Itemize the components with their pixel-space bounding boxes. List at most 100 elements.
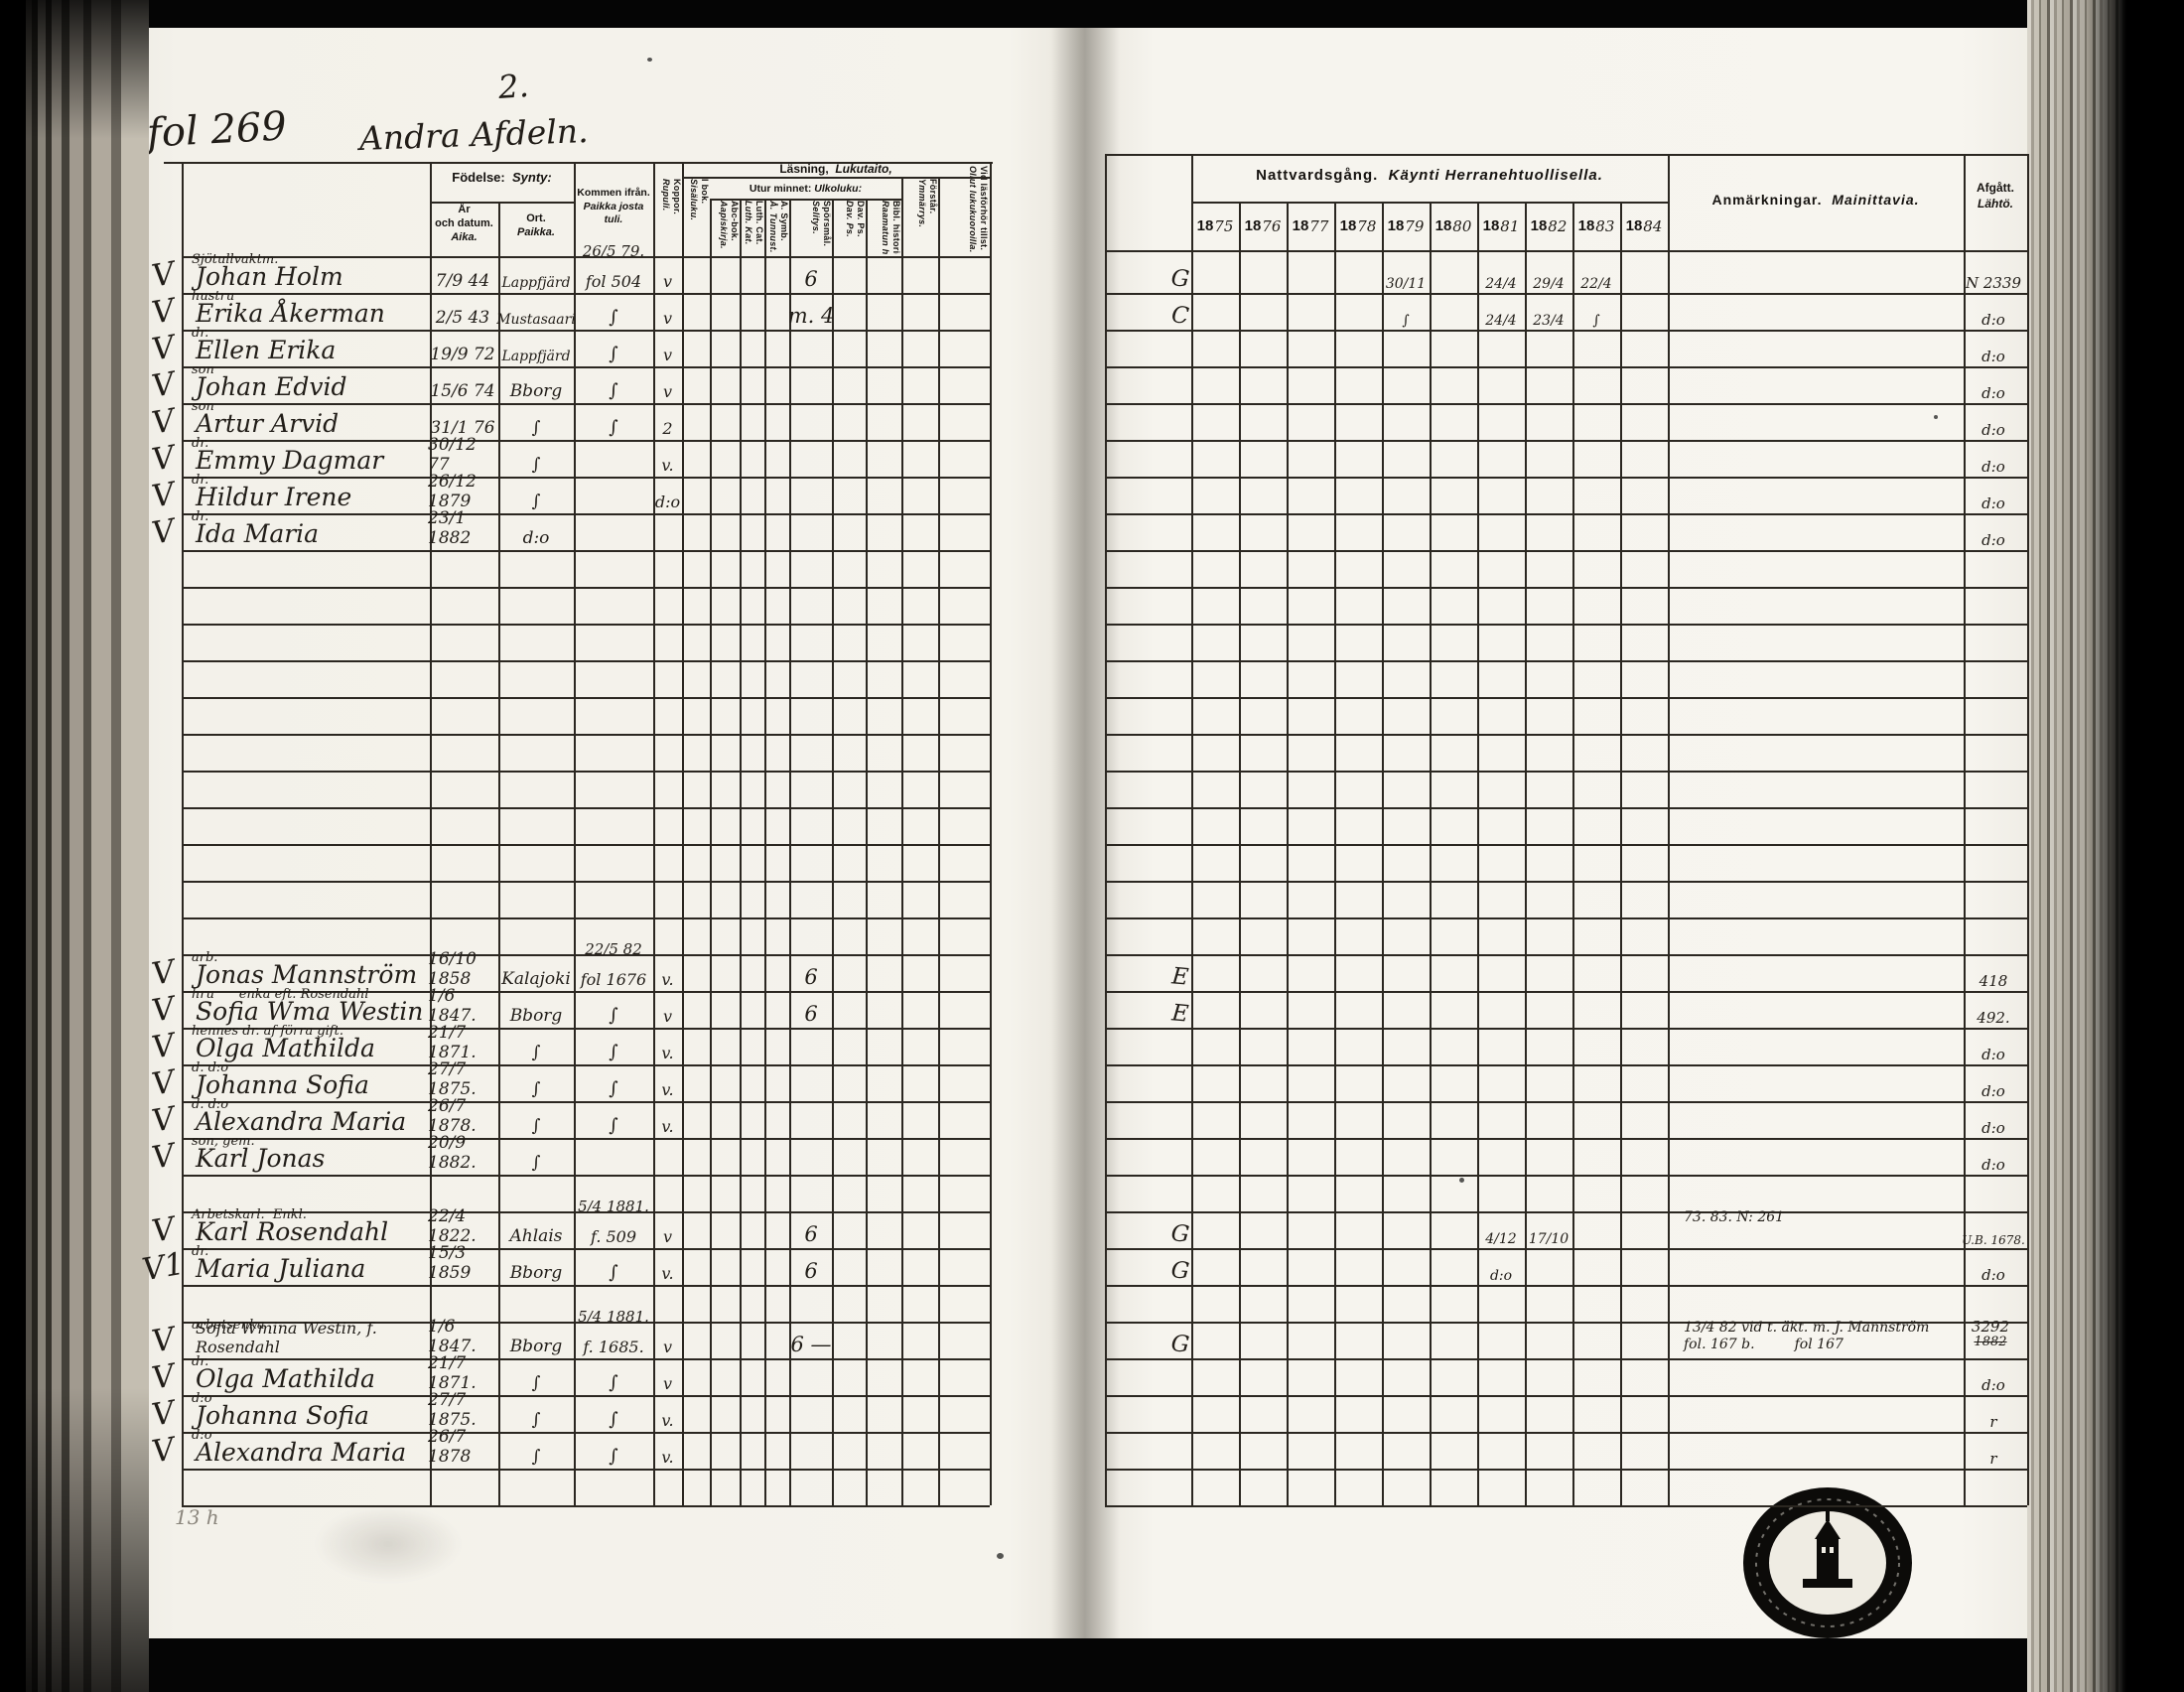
entry-vaccination-mark: v [662,1338,673,1356]
entry-remark: fol. 167 b. fol 167 [1684,1337,1843,1352]
entry-role: d. d:o [192,1060,229,1075]
col-header-symb: A. Symb. Å. Tunnust. [767,201,789,253]
entry-name: Ida Maria [196,519,320,548]
entry-afgatt: d:o [1981,421,2005,439]
entry-birthplace: Ahlais [509,1226,563,1246]
rule-line [182,330,990,332]
rule-line [1334,202,1336,1505]
rule-line [1287,202,1289,1505]
year-handwritten-suffix: 79 [1405,216,1425,235]
col-header-bibl-historie: Bibl. historie. Raamatun hist. [880,201,901,254]
year-handwritten-suffix: 78 [1357,216,1377,235]
rule-line [1105,771,2027,773]
entry-communion-date: 24/4 [1485,313,1517,329]
rule-line [182,162,184,1505]
col-header-afgatt: Afgått. Lähtö. [1977,181,2014,211]
year-column-header: 18 81 [1477,202,1525,250]
rule-line [653,162,655,1505]
year-column-header: 18 84 [1620,202,1668,250]
rule-line [2027,154,2029,1505]
rule-line [1572,202,1574,1505]
year-column-header: 18 80 [1430,202,1477,250]
entry-vaccination-mark: v. [661,1264,674,1283]
entry-role: Arbetskarl. Enkl. [192,1207,307,1222]
entry-name: Emmy Dagmar [196,446,384,475]
entry-birthplace: ∫ [531,455,541,475]
rule-line [1105,250,2027,252]
entry-birth-date: 26/7 1878. [428,1096,477,1136]
entry-came-from-ref: ∫ [609,1262,618,1283]
col-header-kommen: Kommen ifrån. Paikka josta tuli. [577,187,650,226]
year-column-header: 18 82 [1525,202,1572,250]
entry-sporsmal-mark: m. 4 [787,304,835,328]
rule-line [182,734,990,736]
entry-birthplace: d:o [522,528,550,548]
rule-line [182,1395,990,1397]
entry-vaccination-mark: v. [661,1411,674,1430]
entry-birth-date: 15/3 1859 [428,1243,472,1283]
entry-birthplace: Bborg [509,381,563,401]
entry-name: Alexandra Maria [196,1438,407,1467]
entry-came-from-ref: f. 1685. [583,1338,644,1356]
entry-name: Maria Juliana [196,1254,366,1283]
entry-birth-date: 15/6 74 [430,381,495,401]
paper-speck [1934,415,1938,419]
entry-came-from-ref: ∫ [609,1078,618,1099]
entry-afgatt: d:o [1981,348,2005,365]
entry-came-from-ref: ∫ [609,1446,618,1467]
col-header-luth-cat: Luth. Cat. Luth. Kat. [743,201,764,245]
entry-name: Erika Åkerman [196,299,385,328]
entry-gutter-mark: G [1169,1257,1191,1285]
entry-name: Olga Mathilda [196,1364,375,1393]
entry-birth-date: 1/6 1847. [428,1317,477,1356]
year-column-header: 18 78 [1334,202,1382,250]
rule-line [182,844,990,846]
rule-line [182,550,990,552]
year-handwritten-suffix: 76 [1262,216,1282,235]
entry-vaccination-mark: v [662,346,673,364]
rule-line [182,771,990,773]
entry-vaccination-mark: v [662,1374,673,1393]
rule-line [1105,1469,2027,1471]
entry-came-from-date: 22/5 82 [585,940,642,958]
entry-vaccination-mark: v [662,309,673,328]
rule-line [182,477,990,479]
entry-role: d. d:o [192,1097,229,1112]
rule-line [1105,1248,2027,1250]
photo-border-top [0,0,2184,28]
entry-role: Sjötullvaktm. [192,252,279,267]
rule-line [1105,954,2027,956]
entry-name: Johan Edvid [196,372,347,401]
year-printed-prefix: 18 [1292,217,1309,234]
rule-line [574,162,576,1505]
entry-sporsmal-mark: 6 [804,965,818,989]
entry-name: Sofia Wmina Westin, f. Rosendahl [196,1319,377,1356]
year-printed-prefix: 18 [1577,217,1595,234]
rule-line [1105,697,2027,699]
entry-vaccination-mark: v [662,1227,673,1246]
entry-gutter-mark: G [1169,1220,1191,1248]
col-header-sporsmal: Spörsmål. Selitys. [810,201,832,247]
entry-afgatt: r [1989,1413,1997,1431]
entry-role: d:o [192,1391,212,1406]
col-header-utur-minnet: Utur minnet: Ulkoluku: [749,183,863,195]
row-check-mark: V [149,512,178,552]
entry-role: dr. [192,436,209,451]
rule-line [164,162,993,164]
year-printed-prefix: 18 [1482,217,1500,234]
entry-afgatt: d:o [1981,384,2005,402]
entry-birth-date: 26/12 1879 [428,472,477,511]
rule-line [182,1322,990,1324]
rule-line [1382,202,1384,1505]
entry-afgatt: d:o [1981,1082,2005,1100]
rule-line [1105,1064,2027,1066]
entry-birthplace: ∫ [531,1153,541,1173]
entry-role: hustru [192,289,235,304]
rule-line [1430,202,1432,1505]
rule-line [1105,550,2027,552]
entry-role: dr. [192,1244,209,1259]
year-handwritten-suffix: 75 [1214,216,1234,235]
year-column-header: 18 79 [1382,202,1430,250]
rule-line [430,162,432,1505]
rule-line [182,440,990,442]
